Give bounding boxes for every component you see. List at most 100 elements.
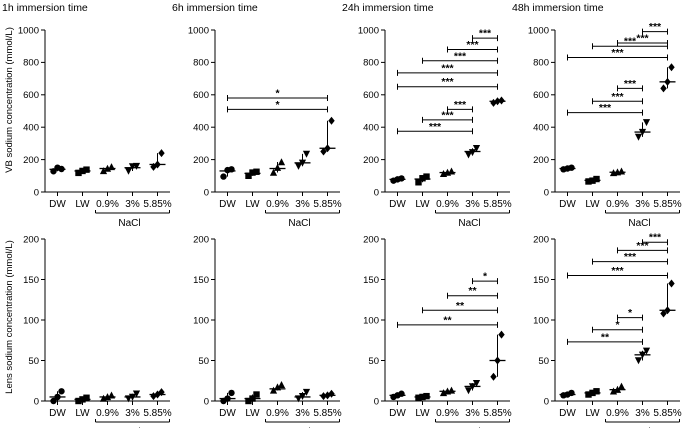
- data-point: [302, 150, 311, 158]
- x-tick-label: DW: [559, 199, 576, 210]
- x-tick-label: 3%: [635, 408, 650, 419]
- y-tick-label: 150: [193, 275, 209, 286]
- y-tick-label: 600: [533, 90, 549, 101]
- x-tick-label: 3%: [295, 408, 310, 419]
- significance-label: **: [468, 285, 477, 297]
- significance-label: ***: [611, 47, 624, 59]
- data-point: [253, 168, 260, 175]
- data-point: [472, 379, 481, 387]
- data-point: [269, 168, 278, 176]
- data-point: [634, 357, 643, 365]
- data-point: [568, 164, 575, 171]
- significance-label: **: [601, 331, 610, 343]
- x-tick-label: 3%: [635, 199, 650, 210]
- significance-label: *: [615, 319, 620, 331]
- y-tick-label: 0: [544, 187, 549, 198]
- data-point: [664, 306, 671, 315]
- x-tick-label: DW: [49, 199, 66, 210]
- data-point: [302, 388, 311, 396]
- data-point: [220, 173, 227, 180]
- y-tick-label: 200: [533, 234, 549, 245]
- significance-label: ***: [636, 32, 649, 44]
- panel-8: 050100150200DWLW0.9%3%5.85%NaCl*********…: [533, 232, 682, 428]
- x-tick-label: LW: [75, 408, 90, 419]
- data-point: [128, 393, 137, 401]
- y-tick-label: 50: [368, 356, 379, 367]
- data-point: [324, 144, 331, 153]
- x-tick-label: LW: [585, 199, 600, 210]
- data-point: [154, 160, 161, 169]
- y-tick-label: 400: [23, 123, 39, 134]
- x-tick-label: 3%: [295, 199, 310, 210]
- data-point: [269, 386, 278, 394]
- x-tick-label: 0.9%: [606, 408, 629, 419]
- data-point: [277, 158, 286, 166]
- y-tick-label: 600: [193, 90, 209, 101]
- x-tick-label: 0.9%: [436, 408, 459, 419]
- panel-title: 6h immersion time: [172, 2, 258, 14]
- y-tick-label: 1000: [528, 25, 549, 36]
- x-tick-label: 5.85%: [483, 199, 511, 210]
- data-point: [415, 394, 422, 401]
- data-point: [498, 96, 505, 105]
- data-point: [132, 162, 141, 170]
- significance-label: **: [456, 300, 465, 312]
- x-tick-label: 0.9%: [266, 199, 289, 210]
- x-tick-label: 0.9%: [266, 408, 289, 419]
- y-tick-label: 100: [193, 315, 209, 326]
- panel-4: 48h immersion time 0 200 400 600 800 1000 DW LW 0…: [512, 2, 682, 229]
- data-point: [83, 166, 90, 173]
- y-tick-label: 800: [363, 58, 379, 69]
- significance-label: **: [443, 314, 452, 326]
- panel-3: 24h immersion time 0 200 400 600 800 1000 DW LW 0…: [342, 2, 512, 229]
- data-point: [320, 147, 327, 156]
- x-tick-label: 0.9%: [606, 199, 629, 210]
- data-point: [642, 119, 651, 127]
- y-axis-label-top: VB sodium concentration (mmol/L): [4, 27, 15, 173]
- y-tick-label: 1000: [188, 25, 209, 36]
- significance-label: *: [275, 99, 280, 111]
- data-point: [58, 388, 65, 395]
- significance-label: ***: [624, 36, 637, 48]
- y-tick-label: 50: [538, 356, 549, 367]
- panel-2: 6h immersion time 0 200 400 600 800 1000 DW LW 0.…: [172, 2, 342, 229]
- data-point: [447, 386, 456, 394]
- y-tick-label: 0: [374, 396, 379, 407]
- x-tick-label: 0.9%: [436, 199, 459, 210]
- data-point: [593, 388, 600, 395]
- x-tick-label: LW: [585, 408, 600, 419]
- significance-label: ***: [611, 265, 624, 277]
- data-point: [589, 389, 596, 397]
- significance-label: ***: [454, 50, 467, 62]
- data-point: [568, 389, 575, 397]
- y-tick-label: 600: [23, 90, 39, 101]
- data-point: [423, 392, 430, 400]
- data-point: [634, 133, 643, 141]
- y-tick-label: 200: [23, 155, 39, 166]
- data-point: [617, 167, 626, 175]
- panel-1: 1h immersion time 0 200 400 600 800 1000 DW LW 0.…: [2, 2, 172, 229]
- data-point: [472, 145, 481, 153]
- data-point: [273, 383, 282, 391]
- x-tick-label: LW: [245, 408, 260, 419]
- x-tick-label: 5.85%: [313, 408, 341, 419]
- y-axis-label-bottom: Lens sodium concentration (mmol/L): [4, 240, 15, 394]
- x-tick-label: 3%: [125, 408, 140, 419]
- y-tick-label: 50: [198, 356, 209, 367]
- x-tick-label: 3%: [125, 199, 140, 210]
- y-tick-label: 400: [363, 123, 379, 134]
- significance-label: ***: [454, 99, 467, 111]
- y-tick-label: 50: [28, 356, 39, 367]
- y-tick-label: 100: [363, 315, 379, 326]
- nacl-group-label: NaCl: [288, 218, 310, 229]
- data-point: [158, 388, 165, 397]
- data-point: [124, 167, 133, 175]
- significance-label: ***: [624, 78, 637, 90]
- significance-label: ***: [649, 21, 662, 33]
- y-tick-label: 200: [533, 155, 549, 166]
- panel-title: 24h immersion time: [342, 2, 434, 14]
- data-point: [660, 309, 667, 318]
- data-point: [638, 128, 647, 136]
